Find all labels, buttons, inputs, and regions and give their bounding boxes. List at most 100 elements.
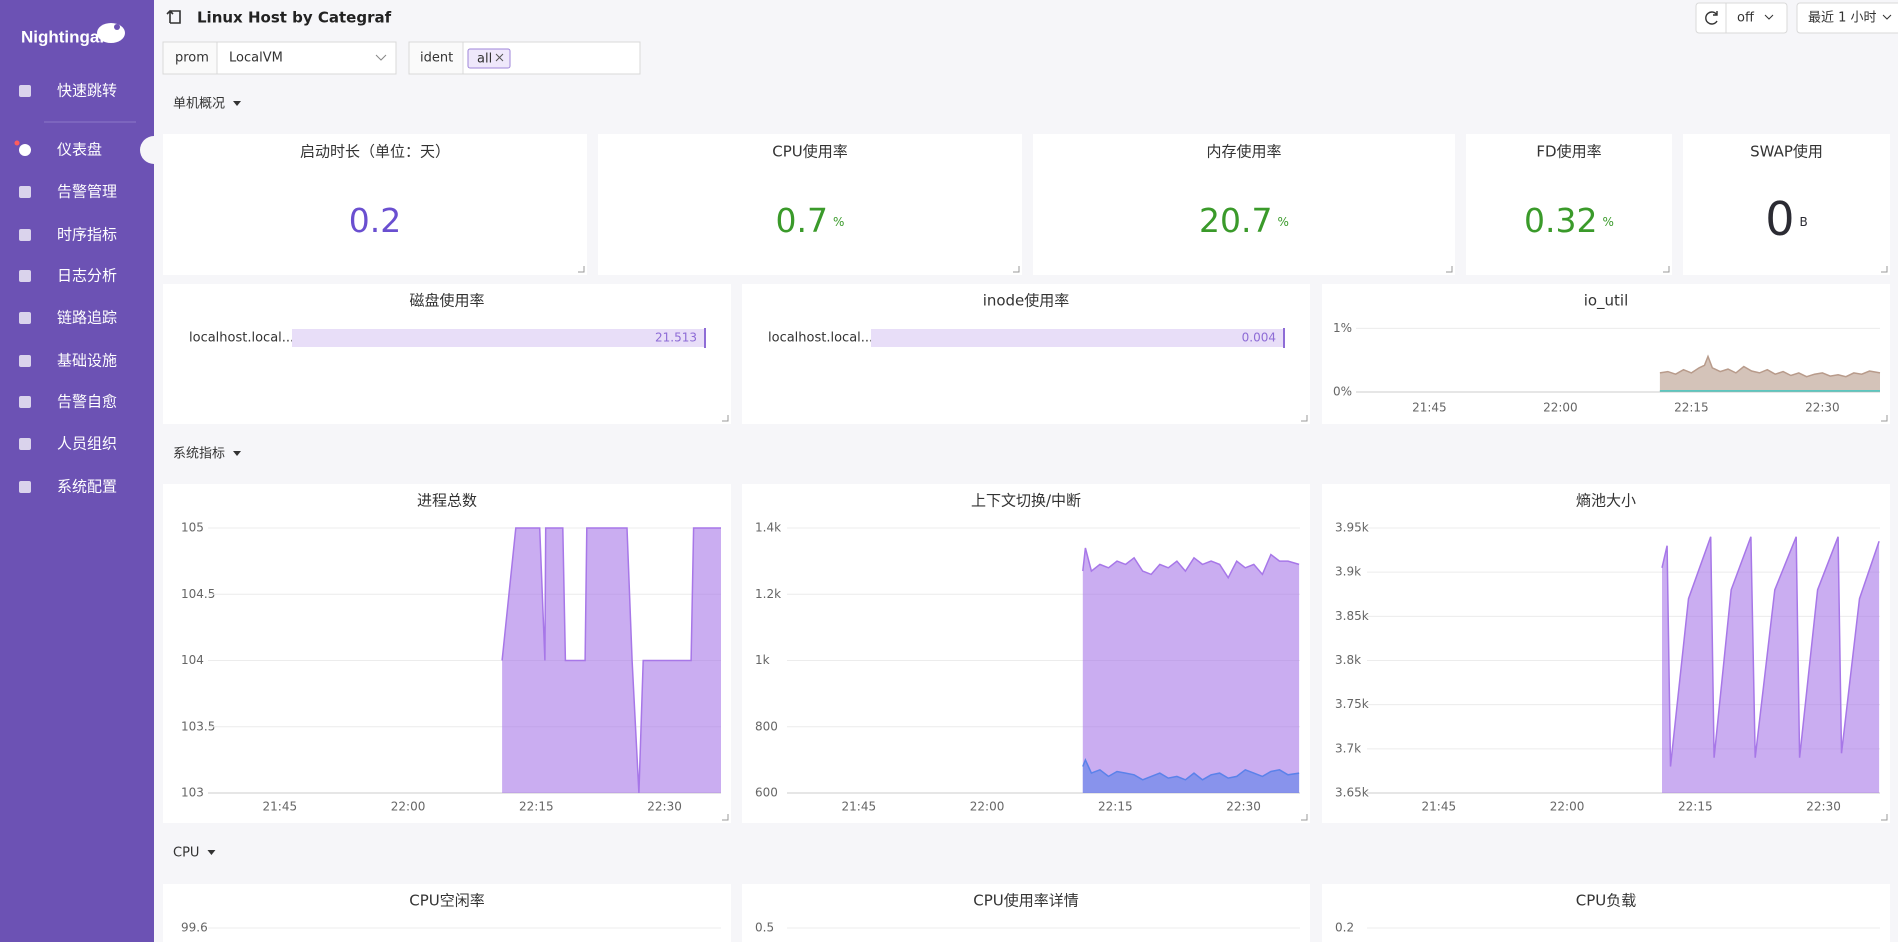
refresh-interval[interactable]: off — [1737, 11, 1755, 26]
stat: 0.7% — [776, 201, 845, 240]
x-tick-label: 22:30 — [1226, 800, 1261, 814]
series-area — [1082, 759, 1300, 793]
y-tick-label: 1.2k — [755, 587, 781, 601]
menu-item[interactable]: 时序指标 — [57, 226, 117, 244]
menu-icon — [19, 85, 31, 97]
x-tick-label: 22:15 — [1674, 401, 1709, 415]
stat-value: 0 — [1765, 192, 1794, 246]
section-title[interactable]: 系统指标 — [173, 447, 225, 462]
menu-icon — [19, 481, 31, 493]
panel-title: io_util — [1584, 292, 1629, 311]
gauge-end — [704, 328, 706, 348]
sidebar — [0, 0, 154, 942]
gauge-bar — [292, 329, 706, 347]
panel-title: 熵池大小 — [1576, 492, 1636, 510]
panel-title: CPU空闲率 — [409, 892, 485, 910]
time-range-label[interactable]: 最近 1 小时 — [1808, 11, 1877, 26]
tag-close[interactable] — [495, 53, 504, 62]
panel — [1322, 284, 1890, 424]
x-tick-label: 22:15 — [1098, 800, 1133, 814]
series-line — [1659, 354, 1881, 378]
y-tick-label: 3.95k — [1335, 521, 1369, 535]
tag[interactable] — [467, 48, 511, 69]
chevron — [375, 54, 387, 61]
section-caret — [207, 850, 216, 855]
y-tick-label: 103.5 — [181, 719, 215, 733]
y-tick-label: 104 — [181, 653, 204, 667]
time-range[interactable] — [1796, 2, 1898, 34]
panel — [598, 134, 1022, 275]
resize-handle — [1881, 814, 1888, 821]
y-tick-label: 1.4k — [755, 521, 781, 535]
section-title[interactable]: CPU — [173, 846, 199, 861]
menu-icon — [19, 396, 31, 408]
menu-icon — [19, 270, 31, 282]
panel — [742, 284, 1310, 424]
filter-label: ident — [420, 51, 453, 66]
panel — [163, 884, 731, 942]
stat-value: 0.32 — [1524, 201, 1597, 240]
panel-title: CPU负载 — [1576, 892, 1637, 910]
menu-item[interactable]: 快速跳转 — [57, 82, 117, 100]
y-tick-label: 0.2 — [1335, 921, 1354, 935]
y-tick-label: 3.9k — [1335, 565, 1361, 579]
x-tick-label: 22:15 — [1678, 800, 1713, 814]
panel-title: CPU使用率 — [772, 143, 848, 161]
menu-item[interactable]: 告警自愈 — [57, 393, 117, 411]
x-tick-label: 22:00 — [1550, 800, 1585, 814]
resize-handle — [1301, 415, 1308, 422]
section-caret — [233, 101, 242, 106]
y-tick-label: 800 — [755, 719, 778, 733]
refresh-icon[interactable] — [1705, 11, 1718, 25]
y-tick-label: 3.75k — [1335, 697, 1369, 711]
gauge-value: 0.004 — [1242, 331, 1276, 345]
tag-label: all — [477, 52, 492, 67]
filter-label-box — [162, 41, 218, 75]
resize-handle — [722, 415, 729, 422]
panel-title: 进程总数 — [417, 492, 477, 510]
y-tick-label: 0% — [1333, 385, 1352, 399]
menu-item[interactable]: 仪表盘 — [57, 141, 102, 159]
resize-handle — [1013, 266, 1020, 273]
panel — [163, 284, 731, 424]
menu-icon — [19, 355, 31, 367]
menu-item[interactable]: 告警管理 — [57, 183, 117, 201]
x-tick-label: 22:00 — [970, 800, 1005, 814]
x-tick-label: 22:30 — [1805, 401, 1840, 415]
chevron — [1882, 14, 1892, 20]
x-tick-label: 22:00 — [1543, 401, 1578, 415]
badge — [14, 140, 20, 146]
panel — [163, 134, 587, 275]
y-tick-label: 105 — [181, 521, 204, 535]
resize-handle — [1301, 814, 1308, 821]
stat-value: 0.7 — [776, 201, 828, 240]
resize-handle — [1881, 266, 1888, 273]
panel — [1322, 884, 1890, 942]
menu-icon — [19, 438, 31, 450]
menu-item[interactable]: 人员组织 — [57, 435, 117, 453]
panel-title: 上下文切换/中断 — [971, 492, 1081, 510]
menu-item[interactable]: 基础设施 — [57, 352, 117, 370]
y-tick-label: 103 — [181, 786, 204, 800]
gauge-bar — [871, 329, 1285, 347]
back-icon[interactable] — [166, 9, 181, 24]
refresh-group[interactable] — [1695, 2, 1788, 34]
stat-unit: B — [1800, 215, 1808, 229]
x-tick-label: 22:00 — [391, 800, 426, 814]
filter-value[interactable]: LocalVM — [229, 51, 283, 66]
stat-value: 20.7 — [1199, 201, 1272, 240]
menu-item[interactable]: 日志分析 — [57, 267, 117, 285]
menu-item[interactable]: 链路追踪 — [57, 309, 117, 327]
y-tick-label: 600 — [755, 786, 778, 800]
gauge-value: 21.513 — [655, 331, 697, 345]
section-title[interactable]: 单机概况 — [173, 97, 225, 112]
menu-item[interactable]: 系统配置 — [57, 478, 117, 496]
filter-label: prom — [175, 51, 209, 66]
y-tick-label: 1k — [755, 653, 770, 667]
y-tick-label: 0.5 — [755, 921, 774, 935]
stat-unit: % — [833, 215, 844, 229]
y-tick-label: 1% — [1333, 321, 1352, 335]
panel — [1466, 134, 1672, 275]
menu-icon — [19, 229, 31, 241]
